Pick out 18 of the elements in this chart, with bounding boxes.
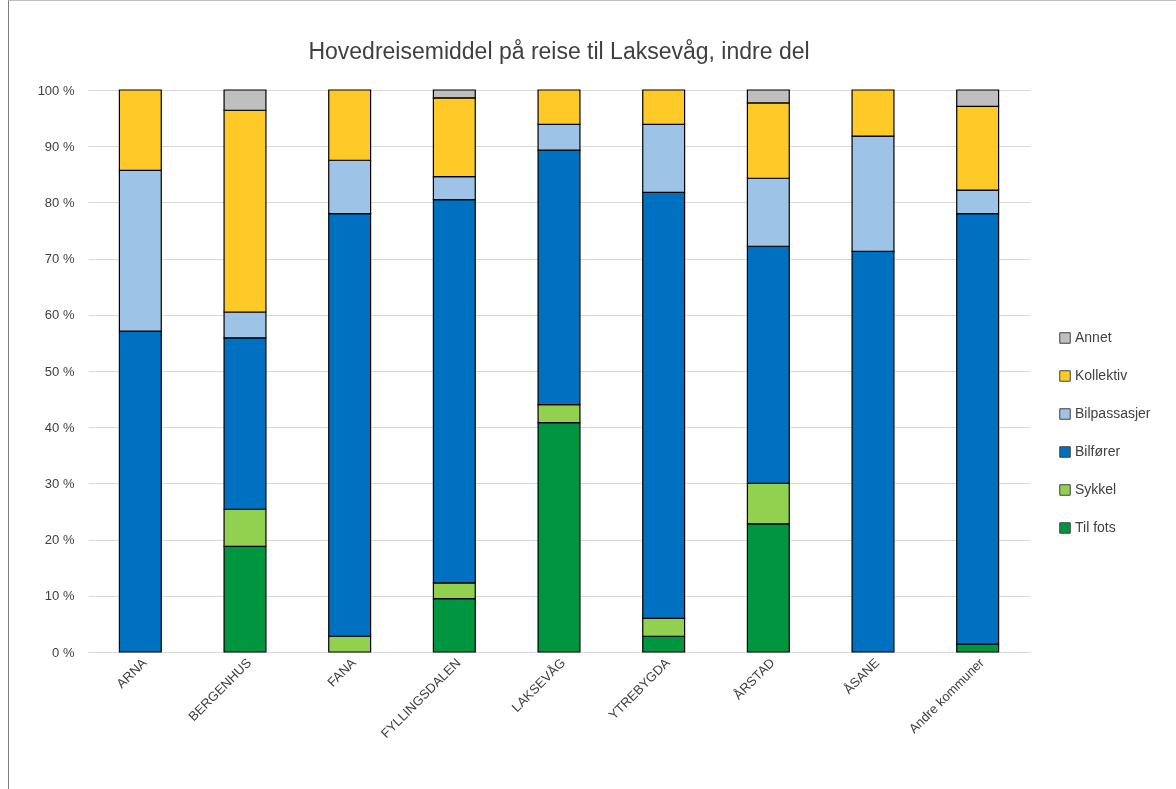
y-tick-label: 100 % — [37, 82, 75, 98]
legend-label: Kollektiv — [1075, 367, 1128, 383]
legend-label: Til fots — [1075, 519, 1116, 535]
y-tick-label: 80 % — [44, 194, 75, 210]
y-tick-label: 60 % — [44, 307, 75, 323]
legend-label: Bilfører — [1075, 443, 1121, 459]
legend-label: Bilpassasjer — [1075, 405, 1151, 421]
y-tick-label: 90 % — [44, 138, 75, 154]
legend-label: Sykkel — [1075, 481, 1117, 497]
y-tick-label: 70 % — [44, 251, 75, 267]
y-tick-label: 30 % — [44, 475, 75, 491]
y-tick-label: 40 % — [44, 419, 75, 435]
y-tick-label: 10 % — [44, 588, 75, 604]
y-tick-label: 0 % — [52, 644, 75, 660]
y-tick-label: 20 % — [44, 532, 75, 548]
y-tick-label: 50 % — [44, 363, 75, 379]
chart-title: Hovedreisemiddel på reise til Laksevåg, indre del — [308, 38, 810, 64]
legend-label: Annet — [1075, 329, 1112, 345]
